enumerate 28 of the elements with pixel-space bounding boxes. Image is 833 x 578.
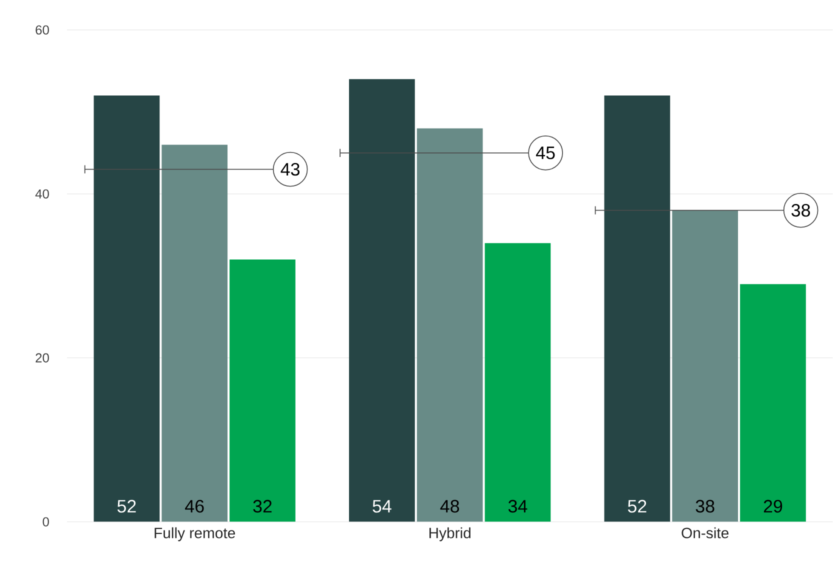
ref-line-label: 38 bbox=[792, 204, 810, 217]
bar bbox=[604, 96, 670, 522]
bar bbox=[740, 284, 806, 522]
data-label: 46 bbox=[185, 500, 204, 513]
x-tick-label: On-site bbox=[682, 527, 728, 538]
ref-line-label: 45 bbox=[536, 146, 555, 160]
y-tick-label: 60 bbox=[36, 25, 49, 35]
x-tick-label: Hybrid bbox=[429, 527, 470, 542]
bar bbox=[484, 243, 551, 522]
bar bbox=[230, 260, 296, 522]
data-label: 48 bbox=[440, 500, 460, 513]
bar bbox=[94, 96, 160, 522]
bar bbox=[162, 144, 228, 522]
data-label: 38 bbox=[696, 500, 714, 513]
data-label: 52 bbox=[117, 500, 136, 513]
ref-line-label: 43 bbox=[280, 163, 300, 176]
bar bbox=[672, 210, 738, 522]
data-label: 52 bbox=[628, 500, 646, 513]
bar bbox=[349, 79, 415, 522]
bar bbox=[416, 128, 483, 522]
data-label: 29 bbox=[764, 500, 782, 513]
data-label: 32 bbox=[253, 500, 272, 513]
data-label: 34 bbox=[508, 500, 528, 513]
data-label: 54 bbox=[372, 500, 392, 513]
y-tick-label: 0 bbox=[42, 517, 49, 526]
y-tick-label: 40 bbox=[35, 189, 49, 199]
x-tick-label: Fully remote bbox=[154, 527, 235, 542]
y-tick-label: 20 bbox=[36, 353, 49, 363]
